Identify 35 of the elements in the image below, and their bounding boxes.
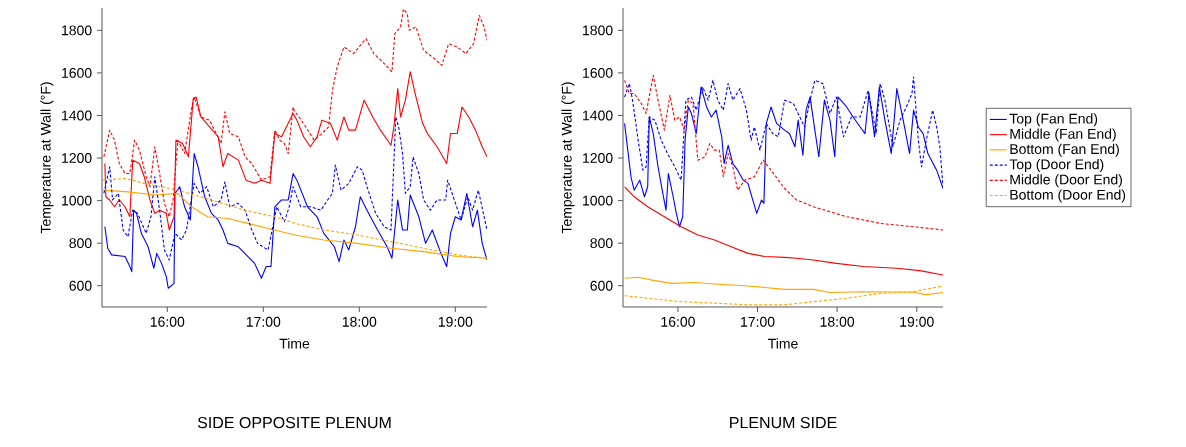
y-tick-label: 1000 bbox=[583, 195, 613, 206]
y-tick-label: 1000 bbox=[62, 195, 92, 206]
x-tick-label: 18:00 bbox=[820, 316, 855, 327]
y-tick-label: 1600 bbox=[583, 67, 613, 78]
y-tick-label: 1400 bbox=[583, 110, 613, 121]
x-axis-title: Time bbox=[279, 338, 310, 349]
text: SIDE OPPOSITE PLENUM bbox=[197, 416, 391, 429]
y-tick-label: 1600 bbox=[62, 67, 92, 78]
x-tick-label: 19:00 bbox=[900, 316, 934, 327]
text: PLENUM SIDE bbox=[730, 416, 837, 429]
x-tick-label: 16:00 bbox=[150, 316, 185, 327]
legend-label: Top (Door End) bbox=[1009, 158, 1104, 173]
x-tick-label: 17:00 bbox=[741, 316, 775, 327]
y-tick-label: 1200 bbox=[62, 153, 92, 163]
y-tick-label: 600 bbox=[590, 280, 613, 291]
legend-label: Middle (Fan End) bbox=[1010, 128, 1116, 142]
legend-label: Bottom (Door End) bbox=[1010, 189, 1126, 203]
x-tick-label: 17:00 bbox=[246, 316, 281, 327]
legend-label: Bottom (Fan End) bbox=[1010, 143, 1119, 157]
y-tick-label: 800 bbox=[590, 238, 613, 249]
x-tick-label: 18:00 bbox=[342, 316, 377, 327]
legend-label: Middle (Door End) bbox=[1010, 174, 1122, 188]
y-tick-label: 1400 bbox=[62, 110, 92, 121]
line-series bbox=[624, 186, 944, 276]
y-tick-label: 600 bbox=[69, 280, 92, 291]
x-tick-label: 19:00 bbox=[438, 316, 473, 327]
x-axis-title: Time bbox=[768, 338, 798, 349]
y-axis-title: Temperature at Wall (°F) bbox=[40, 82, 54, 234]
y-tick-label: 800 bbox=[69, 238, 92, 249]
y-axis-title: Temperature at Wall (°F) bbox=[561, 82, 575, 234]
y-tick-label: 1800 bbox=[62, 25, 92, 36]
x-tick-label: 16:00 bbox=[661, 316, 695, 327]
y-tick-label: 1200 bbox=[583, 153, 613, 163]
legend-label: Top (Fan End) bbox=[1009, 113, 1098, 127]
y-tick-label: 1800 bbox=[583, 25, 613, 36]
